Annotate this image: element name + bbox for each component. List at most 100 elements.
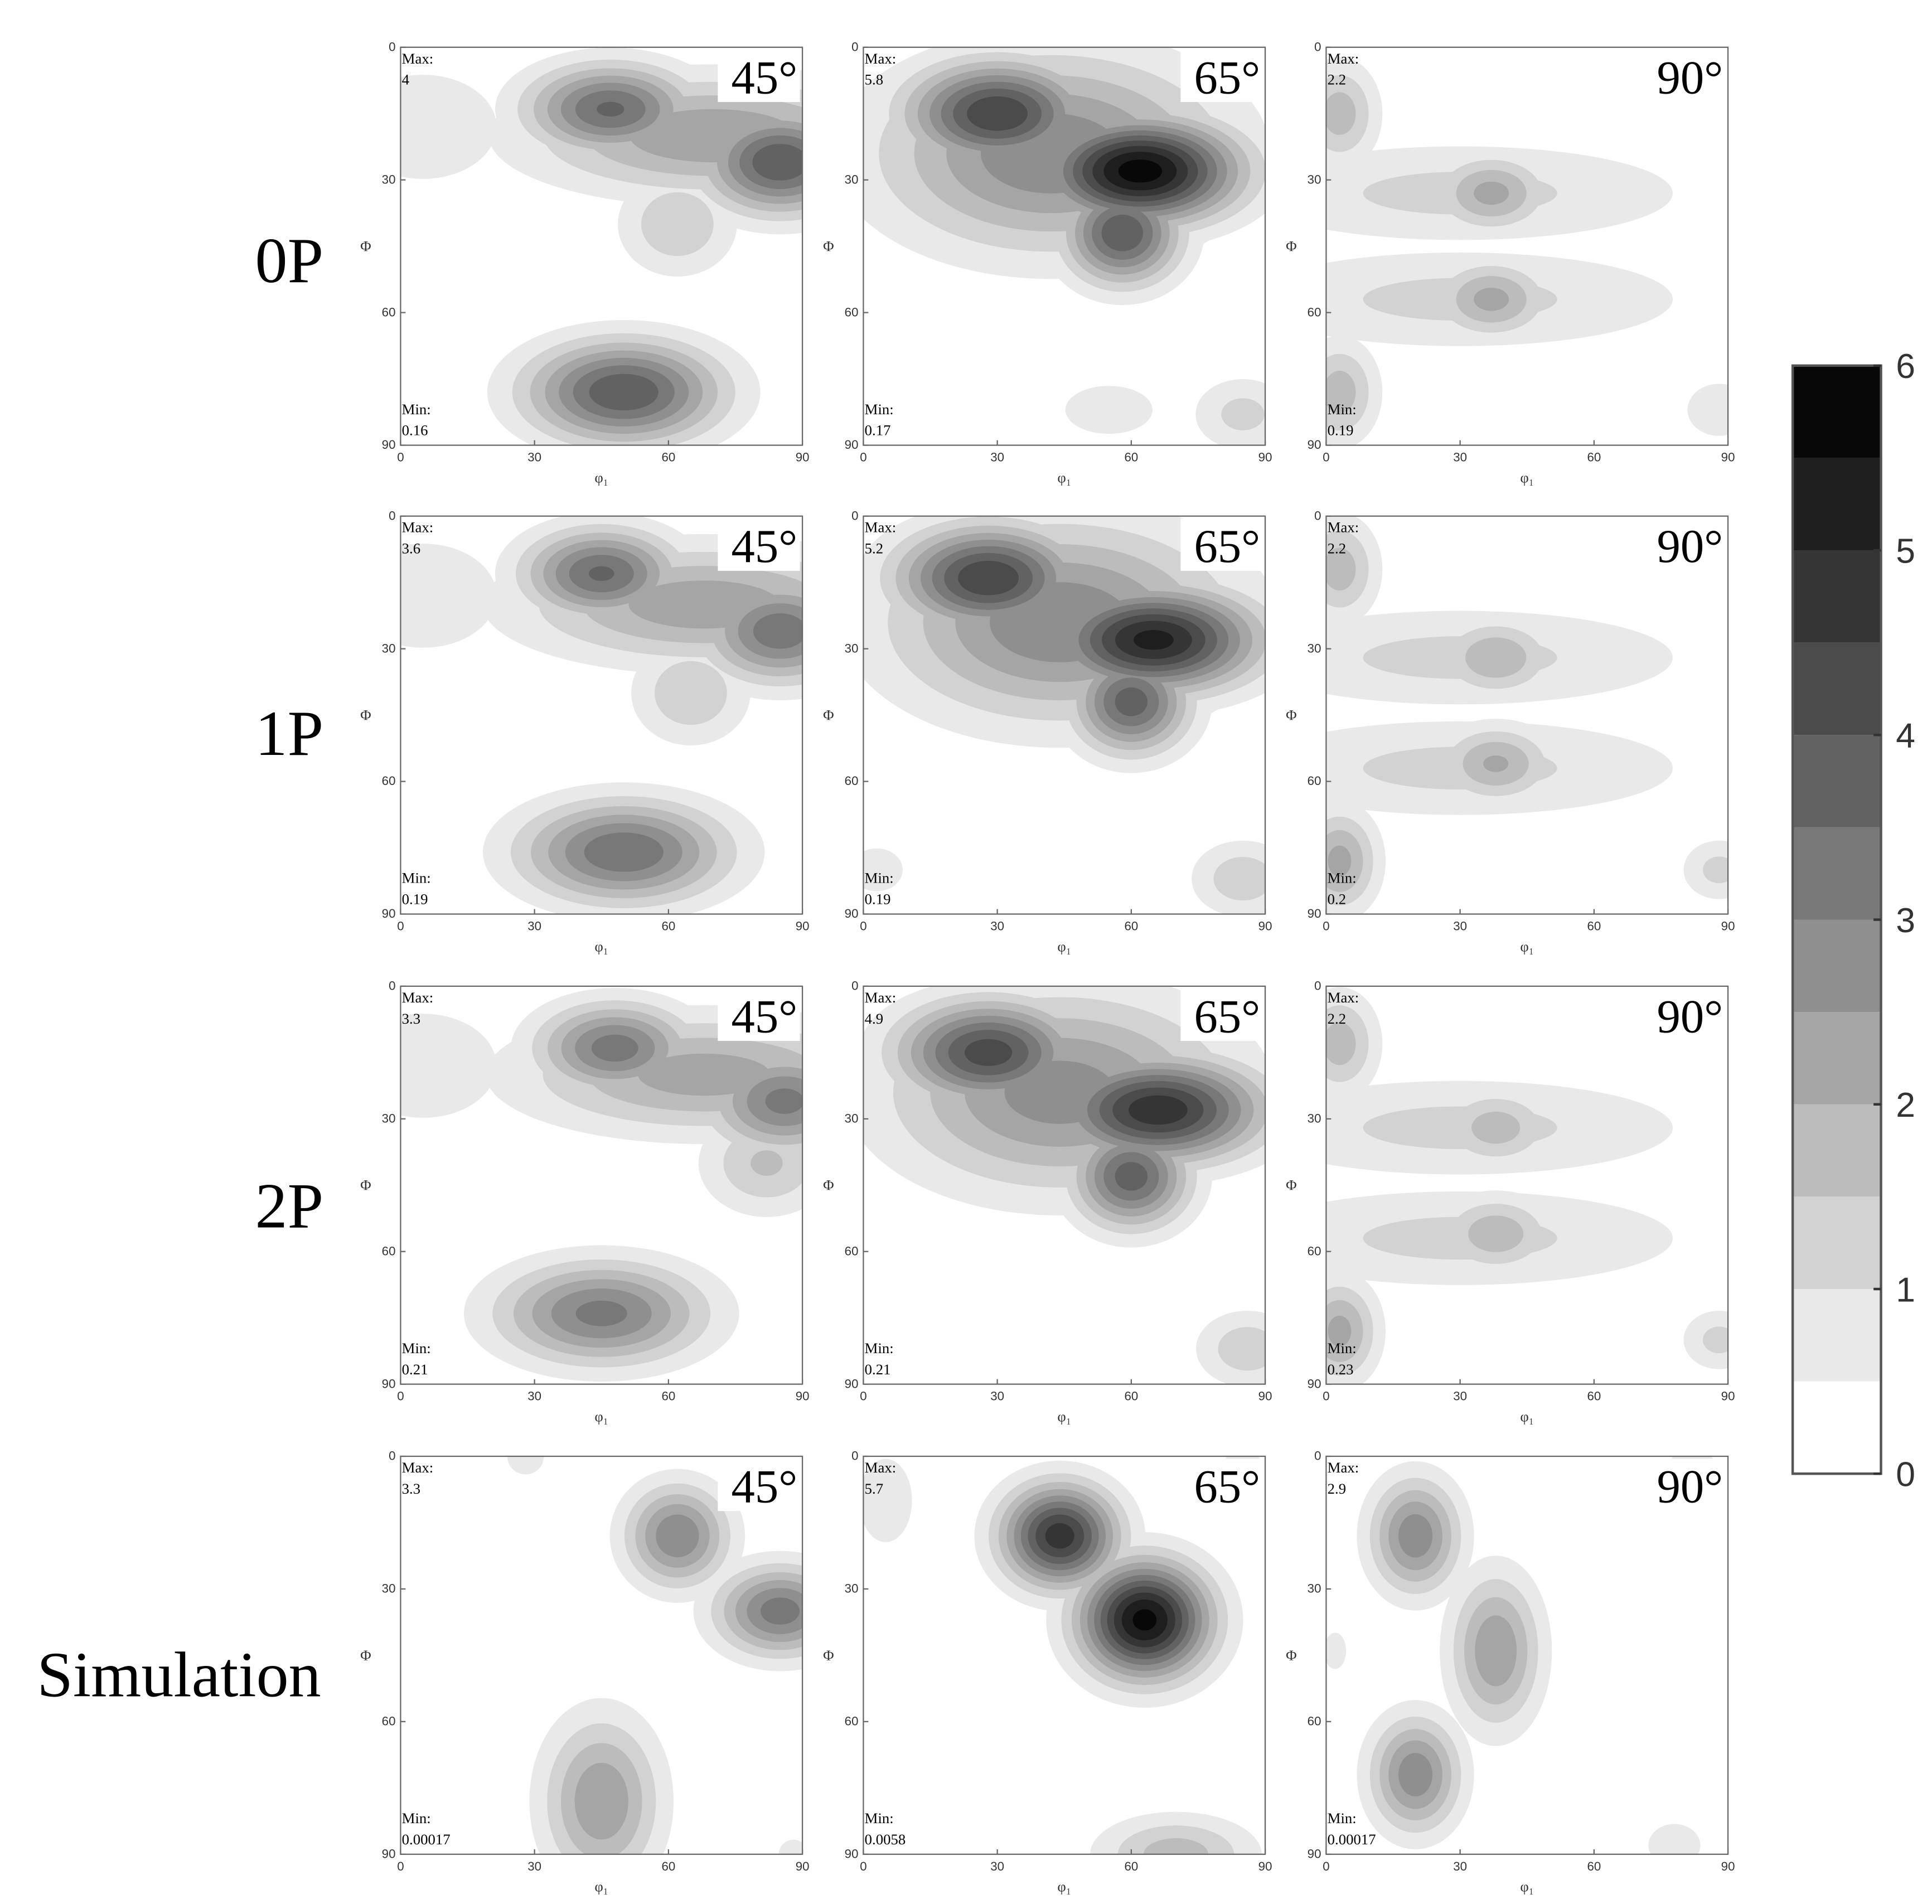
contour-band — [1475, 1615, 1517, 1687]
x-axis-label: φ₁ — [594, 1408, 608, 1425]
y-tick-label: 30 — [845, 172, 859, 186]
y-axis-label: Φ — [823, 707, 834, 724]
contour-field — [400, 988, 803, 1382]
max-value: 3.6 — [402, 540, 420, 557]
x-tick-label: 60 — [661, 919, 675, 933]
title-backdrop — [1180, 1459, 1263, 1511]
plot-frame — [863, 515, 1266, 915]
min-label: Min: — [402, 870, 431, 886]
x-tick-label: 30 — [990, 1859, 1004, 1873]
x-tick-label: 0 — [397, 450, 404, 464]
y-tick-label: 60 — [382, 1244, 396, 1258]
max-label: Max: — [1328, 989, 1359, 1006]
colorbar-band — [1793, 458, 1881, 551]
contour-field — [1326, 987, 1728, 1384]
plot-frame — [863, 1455, 1266, 1855]
max-label: Max: — [1328, 1459, 1359, 1476]
contour-band — [584, 832, 664, 872]
contour-band — [1648, 1824, 1701, 1854]
panel-title: 45° — [731, 520, 797, 573]
x-tick-label: 0 — [397, 1859, 404, 1873]
min-label: Min: — [1328, 1340, 1357, 1356]
y-tick-label: 90 — [845, 907, 859, 920]
contour-band — [1687, 384, 1728, 436]
x-tick-label: 60 — [1124, 1859, 1138, 1873]
contour-band — [753, 613, 803, 649]
contour-band — [575, 1300, 627, 1326]
contour-band — [752, 144, 803, 181]
x-tick-label: 0 — [860, 1389, 866, 1403]
min-label: Min: — [402, 1810, 431, 1827]
y-tick-label: 0 — [389, 40, 395, 54]
contour-band — [656, 1514, 699, 1558]
min-value: 0.21 — [402, 1361, 428, 1378]
contour-field — [400, 516, 803, 914]
colorbar-tick-label: 6 — [1896, 347, 1915, 386]
panel-title: 45° — [731, 1461, 797, 1513]
x-tick-label: 60 — [1124, 1389, 1138, 1403]
plot-frame — [400, 985, 803, 1385]
contour-band — [1471, 1111, 1521, 1144]
panel-title: 65° — [1194, 520, 1260, 573]
contour-band — [965, 1039, 1013, 1066]
y-tick-label: 60 — [1308, 305, 1321, 319]
y-tick-label: 60 — [382, 1714, 396, 1728]
y-tick-label: 30 — [382, 172, 396, 186]
contour-band — [1221, 398, 1265, 430]
colorbar-band — [1793, 1288, 1881, 1382]
contour-band — [1703, 1326, 1728, 1354]
contour-band — [765, 1088, 803, 1114]
x-tick-label: 90 — [796, 450, 810, 464]
y-tick-label: 30 — [382, 1582, 396, 1596]
plot-frame — [1325, 1455, 1729, 1855]
contour-band — [574, 1762, 628, 1840]
colorbar-tick-label: 1 — [1896, 1270, 1915, 1309]
y-tick-label: 0 — [389, 1449, 395, 1463]
contour-band — [1328, 1315, 1352, 1347]
min-value: 0.0058 — [865, 1831, 906, 1848]
x-tick-label: 60 — [1587, 450, 1601, 464]
contour-band — [1483, 755, 1509, 772]
x-axis-label: φ₁ — [1520, 1878, 1534, 1895]
x-tick-label: 60 — [661, 450, 675, 464]
y-tick-label: 90 — [382, 1847, 396, 1861]
y-tick-label: 0 — [389, 508, 395, 522]
min-value: 0.2 — [1328, 891, 1346, 908]
x-tick-label: 90 — [796, 1859, 810, 1873]
contour-field — [400, 47, 803, 445]
panel-title: 45° — [731, 990, 797, 1043]
contour-field — [863, 986, 1266, 1384]
colorbar-tick-label: 4 — [1896, 716, 1915, 755]
max-label: Max: — [865, 50, 897, 67]
title-backdrop — [718, 1459, 800, 1511]
max-value: 2.9 — [1328, 1480, 1346, 1497]
contour-band — [863, 1459, 912, 1542]
min-value: 0.00017 — [1328, 1831, 1376, 1848]
row-label: 0P — [255, 225, 324, 297]
x-tick-label: 30 — [1453, 1389, 1467, 1403]
plot-frame — [400, 1455, 803, 1855]
y-axis-label: Φ — [823, 238, 834, 255]
colorbar-band — [1793, 365, 1881, 458]
x-axis-label: φ₁ — [1057, 1878, 1071, 1895]
max-value: 3.3 — [402, 1010, 420, 1027]
contour-band — [1101, 215, 1144, 251]
y-axis-label: Φ — [1286, 707, 1297, 724]
contour-band — [1328, 845, 1352, 876]
y-tick-label: 60 — [382, 305, 396, 319]
min-value: 0.23 — [1328, 1361, 1354, 1378]
min-label: Min: — [402, 401, 431, 418]
x-tick-label: 60 — [661, 1859, 675, 1873]
x-tick-label: 60 — [1587, 1389, 1601, 1403]
x-tick-label: 90 — [1721, 1859, 1735, 1873]
y-tick-label: 90 — [382, 1377, 396, 1391]
colorbar-band — [1793, 1381, 1881, 1474]
y-tick-label: 90 — [382, 907, 396, 920]
max-label: Max: — [1328, 519, 1359, 536]
colorbar-band — [1793, 735, 1881, 827]
contour-band — [1465, 637, 1527, 678]
min-value: 0.21 — [865, 1361, 891, 1378]
max-value: 5.2 — [865, 540, 883, 557]
x-tick-label: 30 — [527, 919, 541, 933]
y-tick-label: 0 — [851, 1449, 858, 1463]
